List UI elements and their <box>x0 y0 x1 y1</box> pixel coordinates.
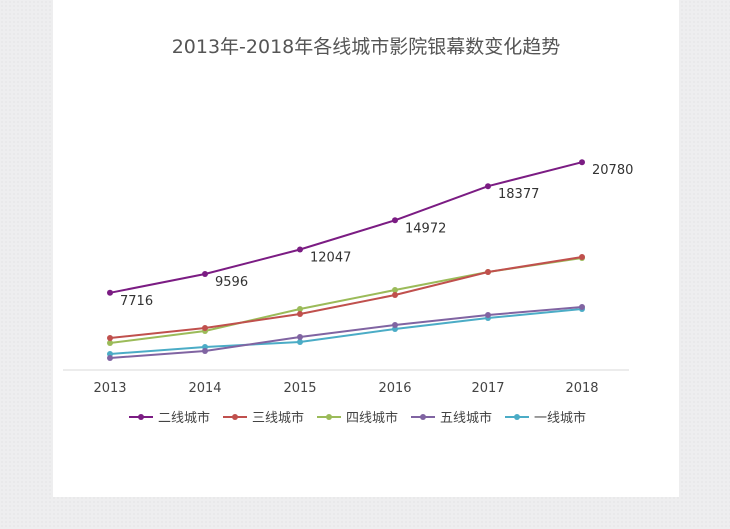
legend-label: 一线城市 <box>534 410 586 426</box>
x-tick-label: 2016 <box>378 381 411 396</box>
data-point <box>297 311 303 317</box>
x-tick-label: 2018 <box>565 381 598 396</box>
data-point <box>392 217 398 224</box>
legend-marker <box>420 414 426 420</box>
legend-marker <box>232 414 238 420</box>
legend-item: 五线城市 <box>411 410 492 426</box>
data-point <box>297 246 303 253</box>
data-point <box>107 289 113 296</box>
data-point <box>392 322 398 328</box>
data-label: 9596 <box>215 275 248 290</box>
legend-marker <box>326 414 332 420</box>
chart-card: 2013年-2018年各线城市影院银幕数变化趋势 2013 2014 2015 201… <box>53 0 679 497</box>
legend: 二线城市 三线城市 四线城市 五线城市 一线城市 <box>129 410 586 426</box>
data-point <box>579 254 585 260</box>
data-point <box>297 306 303 312</box>
legend-label: 三线城市 <box>252 410 304 426</box>
legend-item: 二线城市 <box>129 410 210 426</box>
x-axis-ticks: 2013 2014 2015 2016 2017 2018 <box>93 381 598 396</box>
data-point <box>107 355 113 361</box>
data-point <box>297 339 303 345</box>
x-tick-label: 2013 <box>93 381 126 396</box>
legend-label: 四线城市 <box>346 410 398 426</box>
series-4 <box>107 304 585 361</box>
data-point <box>579 159 585 166</box>
data-label: 12047 <box>310 251 351 266</box>
legend-label: 二线城市 <box>158 410 210 426</box>
data-point <box>202 271 208 277</box>
data-point <box>579 304 585 310</box>
data-point <box>107 340 113 346</box>
series-1: 7716 9596 12047 14972 18377 20780 <box>107 159 633 309</box>
legend-marker <box>514 414 520 420</box>
data-point <box>485 312 491 318</box>
data-point <box>202 325 208 331</box>
series-line <box>109 306 583 359</box>
legend-label: 五线城市 <box>440 410 492 426</box>
data-point <box>297 334 303 340</box>
legend-item: 一线城市 <box>505 410 586 426</box>
data-point <box>202 348 208 354</box>
data-label: 7716 <box>120 294 153 309</box>
legend-item: 四线城市 <box>317 410 398 426</box>
data-label: 20780 <box>592 163 633 178</box>
data-label: 18377 <box>498 187 539 202</box>
legend-item: 三线城市 <box>223 410 304 426</box>
x-tick-label: 2017 <box>471 381 504 396</box>
x-tick-label: 2014 <box>188 381 221 396</box>
series-line <box>109 308 583 355</box>
data-point <box>392 287 398 293</box>
series-line <box>109 256 583 339</box>
data-point <box>485 269 491 275</box>
legend-marker <box>138 414 144 420</box>
data-label: 14972 <box>405 221 446 236</box>
data-point <box>392 292 398 298</box>
data-point <box>485 183 491 190</box>
series-group: 7716 9596 12047 14972 18377 20780 <box>107 159 633 361</box>
data-point <box>107 335 113 341</box>
x-tick-label: 2015 <box>283 381 316 396</box>
line-chart: 2013年-2018年各线城市影院银幕数变化趋势 2013 2014 2015 201… <box>63 36 633 426</box>
chart-title: 2013年-2018年各线城市影院银幕数变化趋势 <box>172 36 561 58</box>
series-line <box>109 161 583 294</box>
series-2 <box>107 254 585 341</box>
